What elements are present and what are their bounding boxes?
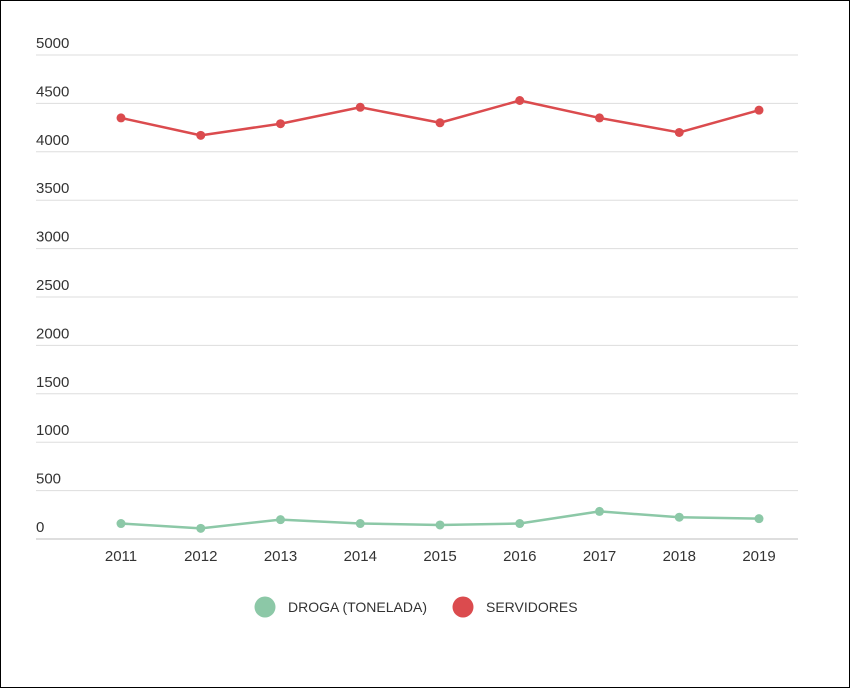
x-axis-ticks: 2011 2012 2013 2014 2015 2016 2017 2018 2019 xyxy=(105,548,776,565)
data-point xyxy=(355,102,365,112)
data-point xyxy=(276,515,285,525)
data-point xyxy=(116,519,126,529)
series-servidores xyxy=(116,95,764,140)
y-axis-ticks: 0 500 1000 1500 2000 2500 3000 3500 4000 4500 5000 xyxy=(36,35,69,536)
data-point xyxy=(515,519,525,529)
legend: DROGA (TONELADA) SERVIDORES xyxy=(254,596,578,618)
y-tick-label: 1500 xyxy=(36,374,69,391)
y-tick-label: 0 xyxy=(36,519,44,536)
data-point xyxy=(515,95,525,105)
data-point xyxy=(116,113,126,123)
data-point xyxy=(754,514,764,524)
x-tick-label: 2014 xyxy=(344,548,377,565)
x-tick-label: 2013 xyxy=(264,548,297,565)
y-tick-label: 1000 xyxy=(36,422,69,439)
legend-label: DROGA (TONELADA) xyxy=(288,599,427,615)
legend-item: DROGA (TONELADA) xyxy=(254,596,427,618)
legend-label: SERVIDORES xyxy=(486,599,578,615)
y-tick-label: 5000 xyxy=(36,35,69,52)
x-tick-label: 2017 xyxy=(583,548,616,565)
legend-item: SERVIDORES xyxy=(452,596,578,618)
y-tick-label: 500 xyxy=(36,471,61,488)
data-point xyxy=(674,512,684,522)
data-point xyxy=(196,130,206,140)
x-tick-label: 2011 xyxy=(105,548,137,565)
data-point xyxy=(595,506,604,516)
y-tick-label: 3500 xyxy=(36,180,69,197)
data-point xyxy=(196,523,206,533)
legend-swatch xyxy=(452,596,474,618)
y-tick-label: 2500 xyxy=(36,277,69,294)
data-point xyxy=(355,519,365,529)
series-lines xyxy=(116,95,764,533)
data-point xyxy=(435,118,445,128)
series-line xyxy=(119,99,761,137)
y-tick-label: 4000 xyxy=(36,132,69,149)
data-point xyxy=(595,113,604,123)
x-tick-label: 2015 xyxy=(423,548,456,565)
data-point xyxy=(435,520,445,530)
series-droga-tonelada xyxy=(116,506,764,533)
y-tick-label: 3000 xyxy=(36,229,69,246)
x-tick-label: 2016 xyxy=(503,548,536,565)
legend-swatch xyxy=(254,596,276,618)
y-tick-label: 4500 xyxy=(36,83,69,100)
x-tick-label: 2012 xyxy=(184,548,217,565)
gridlines xyxy=(36,54,798,540)
x-tick-label: 2019 xyxy=(742,548,775,565)
y-tick-label: 2000 xyxy=(36,325,69,342)
data-point xyxy=(674,127,684,137)
x-tick-label: 2018 xyxy=(663,548,696,565)
data-point xyxy=(754,105,764,115)
data-point xyxy=(276,119,285,129)
